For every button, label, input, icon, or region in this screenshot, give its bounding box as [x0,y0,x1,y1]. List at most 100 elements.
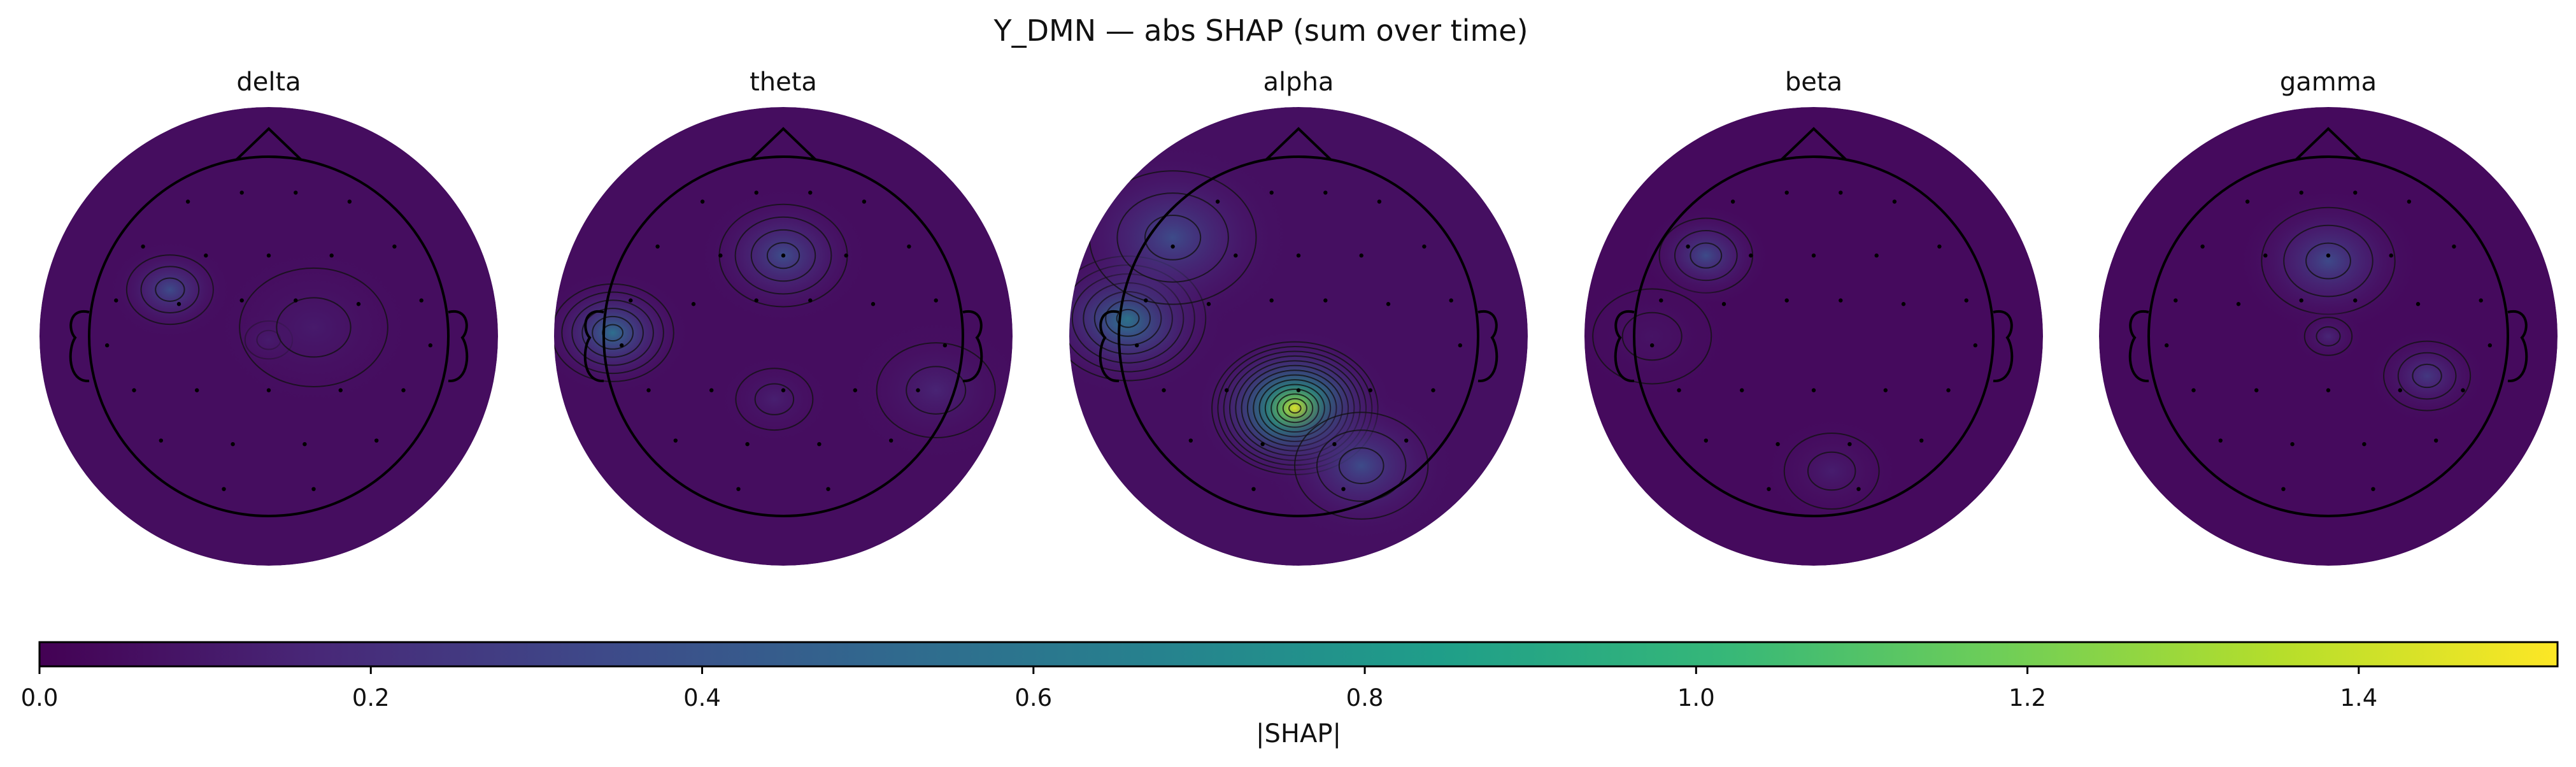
figure-title: Y_DMN — abs SHAP (sum over time) [993,13,1528,48]
sensor-dot [2174,298,2178,303]
sensor-dot [1784,298,1789,303]
topomap-beta: beta [1584,68,2043,566]
sensor-dot [2299,190,2303,195]
nose-outline [750,127,816,161]
sensor-dot [329,253,334,258]
sensor-dot [1296,388,1301,392]
sensor-dot [1937,244,1942,249]
sensor-dot [2236,302,2241,306]
sensor-dot [2487,343,2492,348]
contour-line [2316,326,2341,347]
sensor-dot [673,438,678,443]
colorbar-tick-label: 1.4 [2340,684,2377,712]
sensor-dot [2416,302,2421,306]
contour-line [1294,412,1429,520]
sensor-dot [1883,388,1888,392]
contour-line [1592,288,1712,385]
sensor-dot [105,343,110,348]
sensor-dot [239,298,244,303]
sensor-dot [2245,199,2250,204]
sensor-dot [356,302,361,306]
sensor-dot [853,388,858,392]
sensor-dot [1973,343,1977,348]
sensor-dot [1856,487,1861,491]
contour-line [592,315,634,350]
sensor-dot [1749,253,1753,258]
ear-outline [448,310,469,383]
sensor-dot [781,253,786,258]
colorbar-tick-label: 0.2 [352,684,390,712]
contour-line [2303,317,2353,356]
contour-line [239,267,388,387]
sensor-dot [401,388,406,392]
contour-line [1783,432,1880,510]
sensor-dot [302,442,307,447]
activation-hotspot [2229,182,2428,340]
contour-line [140,266,200,313]
colorbar-tick-label: 1.2 [2009,684,2046,712]
sensor-dot [1269,298,1274,303]
sensor-dot [808,298,813,303]
sensor-dot [239,190,244,195]
sensor-dot [754,298,758,303]
sensor-dot [231,442,235,447]
contour-line [2383,340,2472,412]
sensor-dot [1946,388,1951,392]
colorbar: 0.0 0.2 0.4 0.6 0.8 1.0 1.2 1.4 |SHAP| [21,641,2559,749]
contour-line [1690,242,1723,269]
sensor-dot [428,343,432,348]
topomap-panels: delta theta alpha beta gamma [39,68,2558,566]
sensor-dot [1171,244,1175,249]
sensor-dot [266,253,271,258]
sensor-dot [392,244,397,249]
sensor-dot [2254,388,2259,392]
contour-line [2283,224,2373,297]
sensor-dot [2353,190,2358,195]
sensor-dot [844,253,848,258]
contour-line [276,297,352,358]
sensor-dot [2452,244,2456,249]
activation-hotspot [1584,257,1751,416]
head-outline [88,155,450,517]
sensor-dot [1332,442,1337,447]
sensor-dot [646,388,651,392]
sensor-dot [114,298,118,303]
sensor-dot [1377,199,1382,204]
sensor-dot [338,388,343,392]
sensor-dot [1839,298,1843,303]
sensor-dot [1901,302,1906,306]
sensor-dot [1431,388,1435,392]
activation-hotspot [554,269,692,396]
head-outline [1118,155,1479,517]
sensor-dot [2200,244,2205,249]
band-title: theta [750,68,817,97]
ear-outline [2507,310,2528,383]
colorbar-gradient [38,641,2559,668]
sensor-dot [419,298,423,303]
band-title: beta [1785,68,1842,97]
sensor-dot [347,199,352,204]
contour-line [2305,242,2351,280]
contour-line [766,241,801,269]
sensor-dot [2218,438,2223,443]
contour-line [1144,215,1202,261]
sensor-dot [889,438,893,443]
sensor-dot [159,438,163,443]
sensor-dot [1386,302,1391,306]
head-outline [2147,155,2509,517]
sensor-dot [2326,388,2331,392]
nose-outline [2295,127,2361,161]
sensor-dot [2362,442,2366,447]
head-outline [1633,155,1995,517]
sensor-dot [2299,298,2303,303]
sensor-dot [2353,298,2358,303]
colorbar-ticks: 0.0 0.2 0.4 0.6 0.8 1.0 1.2 1.4 [21,666,2377,712]
sensor-dot [1964,298,1968,303]
activation-hotspot [837,311,1013,470]
topomap-alpha: alpha [1069,68,1528,566]
ear-outline [69,310,90,383]
contour-line [1621,312,1683,361]
contour-line [1338,447,1384,484]
sensor-dot [1225,388,1229,392]
